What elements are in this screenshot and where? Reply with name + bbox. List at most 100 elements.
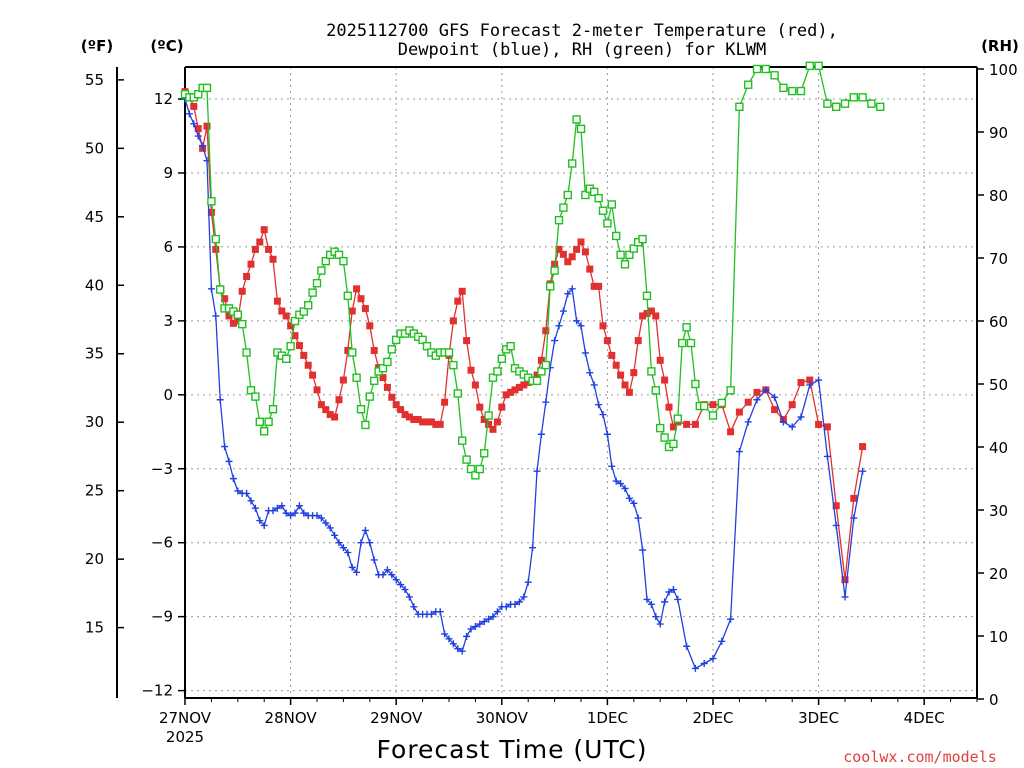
x-tick-label: 2DEC (692, 709, 733, 727)
rh-point (282, 354, 291, 363)
temperature-point (859, 443, 867, 451)
dewpoint-point (344, 549, 352, 557)
rh-point (651, 386, 660, 395)
rh-point (717, 398, 726, 408)
temperature-point (515, 383, 523, 391)
temperature-point (612, 361, 620, 369)
rh-point (488, 373, 498, 382)
temperature-point (647, 307, 655, 315)
x-tick-label: 27NOV (159, 709, 212, 727)
temperature-point (229, 319, 237, 327)
rh-point (594, 193, 603, 203)
temperature-point (265, 245, 273, 253)
rh-unit-label: (RH) (981, 37, 1019, 55)
temperature-point (832, 502, 840, 510)
rh-point (334, 250, 344, 260)
temperature-point (317, 401, 325, 409)
rh-point (392, 335, 401, 345)
credit-text: coolwx.com/models (843, 748, 997, 766)
rh-point (304, 301, 313, 310)
temperature-point (278, 307, 286, 315)
fahrenheit-unit-label: (ºF) (81, 37, 113, 55)
dewpoint-point (485, 615, 493, 623)
temperature-point (432, 420, 440, 428)
rh-point (876, 102, 885, 112)
temperature-point (273, 297, 281, 305)
rh-point (568, 159, 577, 168)
dewpoint-point (427, 610, 435, 618)
rh-point (339, 256, 348, 266)
rh-point (805, 61, 814, 71)
dewpoint-point (727, 615, 735, 623)
rh-point (559, 203, 568, 212)
dewpoint-point (656, 620, 664, 628)
rh-tick-label: 0 (989, 691, 999, 709)
rh-point (686, 338, 696, 348)
temperature-point (581, 248, 589, 256)
temperature-point (441, 398, 449, 406)
temperature-point (471, 381, 479, 389)
dewpoint-point (551, 337, 559, 345)
x-tick-label: 29NOV (370, 709, 423, 727)
dewpoint-point (806, 381, 814, 389)
dewpoint-point (388, 571, 396, 579)
rh-point (462, 455, 471, 464)
dewpoint-point (652, 613, 660, 621)
temperature-point (405, 413, 413, 421)
rh-point (466, 464, 476, 474)
temperature-point (458, 287, 466, 295)
temperature-point (300, 351, 308, 359)
rh-point (383, 357, 392, 367)
temperature-point (502, 391, 510, 399)
temperature-point (353, 285, 361, 293)
rh-point (317, 266, 326, 275)
rh-point (752, 64, 762, 74)
dewpoint-point (524, 578, 532, 586)
dewpoint-point (361, 526, 369, 534)
temperature-point (322, 406, 330, 414)
dewpoint-point (476, 620, 484, 628)
dewpoint-point (190, 120, 198, 128)
rh-point (255, 417, 264, 426)
celsius-tick-label: 9 (163, 164, 173, 182)
temperature-point (392, 401, 400, 409)
rh-point (581, 190, 590, 200)
temperature-point (599, 322, 607, 330)
dewpoint-point (608, 462, 616, 470)
rh-point (638, 234, 647, 244)
rh-point (700, 401, 709, 411)
fahrenheit-tick-label: 25 (85, 482, 104, 500)
celsius-tick-label: −9 (151, 608, 173, 626)
dewpoint-point (647, 600, 655, 608)
rh-point (620, 260, 630, 269)
temperature-point (564, 258, 572, 266)
temperature-point (436, 420, 444, 428)
celsius-tick-label: 6 (163, 238, 173, 256)
dewpoint-point (533, 467, 541, 475)
rh-point (814, 61, 823, 71)
series-dewpoint (181, 95, 867, 672)
rh-point (246, 386, 256, 395)
dewpoint-point (665, 588, 673, 596)
rh-point (678, 338, 687, 348)
temperature-point (691, 420, 699, 428)
rh-point (576, 124, 586, 134)
temperature-point (608, 351, 616, 359)
dewpoint-point (348, 563, 356, 571)
temperature-point (423, 418, 431, 426)
celsius-tick-label: 0 (163, 386, 173, 404)
dewpoint-point (599, 411, 607, 419)
rh-point (616, 250, 625, 260)
temperature-point (652, 312, 660, 320)
dewpoint-point (639, 546, 647, 554)
series-rh (180, 61, 885, 480)
rh-point (788, 86, 797, 96)
fahrenheit-tick-label: 55 (85, 71, 104, 89)
temperature-point (559, 250, 567, 258)
temperature-point (661, 376, 669, 384)
dewpoint-point (467, 625, 475, 633)
dewpoint-point (379, 571, 387, 579)
temperature-point (850, 494, 858, 502)
rh-point (849, 93, 858, 102)
rh-point (546, 282, 555, 291)
